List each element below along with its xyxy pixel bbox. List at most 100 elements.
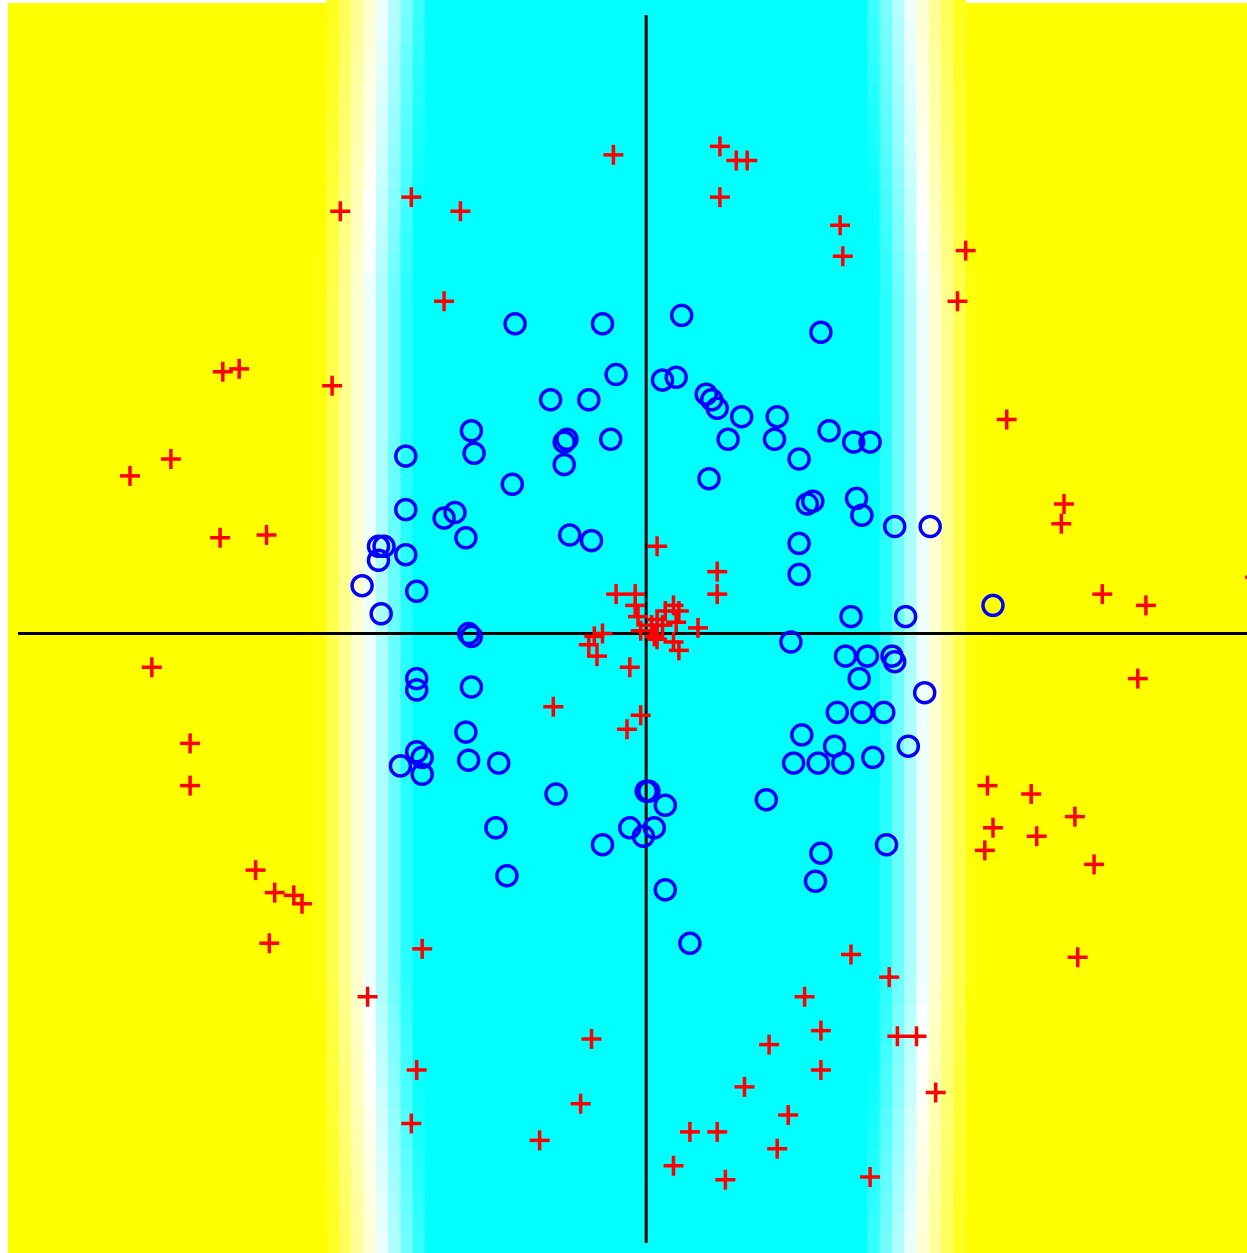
background-cell	[867, 188, 881, 210]
background-cell	[719, 647, 733, 669]
background-cell	[842, 626, 856, 648]
background-cell	[658, 960, 672, 983]
background-cell	[941, 563, 954, 586]
background-cell	[474, 1127, 487, 1150]
background-cell	[928, 1169, 942, 1191]
background-cell	[363, 584, 377, 607]
background-cell	[572, 501, 586, 523]
background-cell	[424, 522, 438, 544]
background-cell	[597, 1169, 610, 1191]
background-cell	[658, 83, 672, 105]
background-cell	[646, 981, 660, 1003]
background-cell	[744, 751, 758, 774]
background-cell	[793, 125, 807, 147]
background-cell	[793, 960, 807, 983]
circle-point	[456, 621, 481, 646]
background-cell	[326, 1085, 340, 1108]
background-cell	[621, 125, 635, 147]
background-cell	[633, 751, 647, 774]
background-cell	[719, 62, 733, 85]
background-cell	[461, 1023, 475, 1045]
background-cell	[941, 208, 954, 231]
background-cell	[363, 334, 377, 356]
plus-point	[996, 409, 1017, 430]
background-cell	[609, 1023, 623, 1045]
background-cell	[830, 1211, 844, 1233]
background-cell	[560, 313, 573, 335]
background-cell	[805, 730, 819, 753]
background-cell	[892, 543, 905, 565]
background-cell	[326, 1232, 340, 1253]
plus-point	[401, 1113, 422, 1134]
background-cell	[916, 626, 930, 648]
background-cell	[560, 334, 573, 356]
background-cell	[597, 1232, 610, 1253]
background-cell	[400, 375, 414, 398]
background-cell	[953, 334, 967, 356]
background-cell	[683, 584, 696, 607]
background-cell	[511, 751, 524, 774]
background-cell	[928, 1065, 942, 1087]
background-cell	[400, 146, 414, 168]
background-cell	[351, 939, 365, 962]
background-cell	[609, 689, 623, 711]
background-cell	[965, 501, 979, 523]
background-cell	[646, 229, 660, 252]
background-cell	[707, 605, 721, 628]
background-cell	[842, 20, 856, 43]
background-cell	[597, 814, 610, 836]
background-cell	[609, 751, 623, 774]
background-cell	[830, 125, 844, 147]
background-cell	[916, 605, 930, 628]
background-cell	[830, 501, 844, 523]
background-cell	[572, 730, 586, 753]
background-cell	[830, 1232, 844, 1253]
background-cell	[769, 375, 782, 398]
background-cell	[498, 898, 512, 920]
background-cell	[892, 1169, 905, 1191]
background-cell	[732, 208, 746, 231]
background-cell	[941, 835, 954, 857]
background-cell	[965, 229, 979, 252]
background-cell	[879, 188, 893, 210]
background-cell	[474, 772, 487, 795]
background-cell	[314, 417, 328, 440]
background-cell	[855, 334, 868, 356]
background-cell	[326, 563, 340, 586]
background-cell	[953, 271, 967, 293]
background-cell	[805, 188, 819, 210]
background-cell	[498, 626, 512, 648]
background-cell	[892, 668, 905, 690]
background-cell	[646, 918, 660, 941]
background-cell	[511, 960, 524, 983]
background-cell	[388, 626, 401, 648]
background-cell	[719, 1232, 733, 1253]
background-cell	[597, 730, 610, 753]
background-cell	[830, 835, 844, 857]
background-cell	[732, 62, 746, 85]
background-cell	[707, 146, 721, 168]
background-cell	[707, 877, 721, 899]
background-cell	[461, 459, 475, 481]
background-cell	[547, 1232, 561, 1253]
background-cell	[670, 981, 684, 1003]
background-cell	[424, 41, 438, 64]
background-cell	[965, 668, 979, 690]
background-cell	[375, 960, 389, 983]
background-cell	[338, 960, 352, 983]
background-cell	[732, 480, 746, 502]
background-cell	[474, 229, 487, 252]
circle-point	[366, 548, 391, 573]
background-cell	[461, 584, 475, 607]
background-cell	[867, 125, 881, 147]
background-cell	[732, 313, 746, 335]
background-cell	[744, 1085, 758, 1108]
background-cell	[326, 1211, 340, 1233]
background-cell	[498, 1127, 512, 1150]
plus-point	[688, 617, 708, 638]
background-cell	[695, 104, 709, 126]
background-cell	[744, 918, 758, 941]
plus-point	[259, 933, 280, 954]
background-cell	[756, 522, 770, 544]
